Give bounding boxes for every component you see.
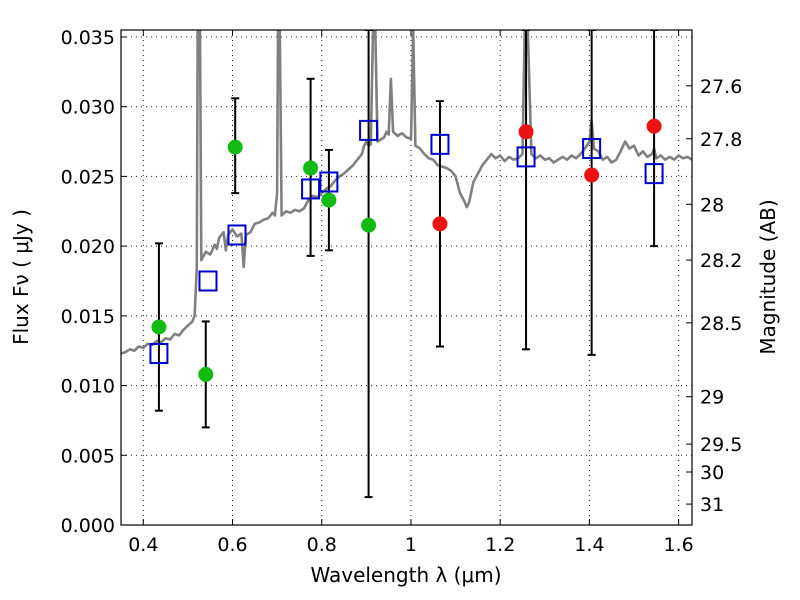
y2-tick-label: 29.5 — [700, 434, 742, 456]
y2-tick-label: 30 — [700, 462, 724, 484]
y2-tick-label: 29 — [700, 387, 724, 409]
y2-tick-label: 31 — [700, 494, 724, 516]
tick-marks — [121, 30, 692, 526]
observed-point — [151, 319, 167, 335]
y-tick-label: 0.005 — [61, 445, 115, 467]
y-tick-label: 0.000 — [61, 515, 115, 537]
y2-tick-label: 27.6 — [700, 76, 742, 98]
observed-point — [518, 124, 534, 140]
observed-point — [646, 118, 662, 134]
grid-lines — [121, 30, 692, 526]
y-tick-label: 0.035 — [61, 27, 115, 49]
observed-point — [321, 192, 337, 208]
x-tick-label: 1 — [405, 534, 417, 556]
y-tick-label: 0.025 — [61, 166, 115, 188]
model-square-point — [198, 270, 218, 292]
model-square-point — [149, 342, 169, 364]
y-tick-label: 0.020 — [61, 236, 115, 258]
x-tick-label: 1.2 — [485, 534, 515, 556]
y2-tick-label: 28.2 — [700, 250, 742, 272]
x-tick-label: 1.4 — [574, 534, 604, 556]
y2-tick-label: 28 — [700, 194, 724, 216]
observed-point — [584, 167, 600, 183]
observed-point — [198, 366, 214, 382]
model-square-point — [301, 178, 321, 200]
y-tick-label: 0.030 — [61, 97, 115, 119]
x-tick-label: 1.6 — [664, 534, 694, 556]
observed-point — [432, 216, 448, 232]
model-square-point — [227, 224, 247, 246]
tick-labels: 0.4 0.6 0.8 1 1.2 1.4 1.6 0.000 0.005 0.010 0.015 0… — [61, 27, 743, 556]
model-square-point — [430, 133, 450, 155]
model-square-point — [516, 146, 536, 168]
observed-point — [303, 160, 319, 176]
y-tick-label: 0.010 — [61, 376, 115, 398]
y2-tick-label: 27.8 — [700, 129, 742, 151]
data-layer — [121, 30, 692, 499]
model-square-point — [319, 171, 339, 193]
spectrum-line — [121, 30, 692, 355]
x-axis-label: Wavelength λ (μm) — [310, 563, 501, 587]
model-square-point — [359, 119, 379, 141]
observed-point — [227, 139, 243, 155]
model-square-point — [582, 138, 602, 160]
plot-frame — [120, 29, 693, 526]
x-tick-label: 0.6 — [217, 534, 247, 556]
observed-point — [361, 217, 377, 233]
y-tick-label: 0.015 — [61, 306, 115, 328]
model-square-point — [644, 163, 664, 185]
x-tick-label: 0.4 — [128, 534, 158, 556]
x-tick-label: 0.8 — [307, 534, 337, 556]
y-axis-label: Flux Fν ( μJy ) — [9, 209, 33, 345]
y2-tick-label: 28.5 — [700, 313, 742, 335]
y2-axis-label: Magnitude (AB) — [756, 199, 780, 354]
